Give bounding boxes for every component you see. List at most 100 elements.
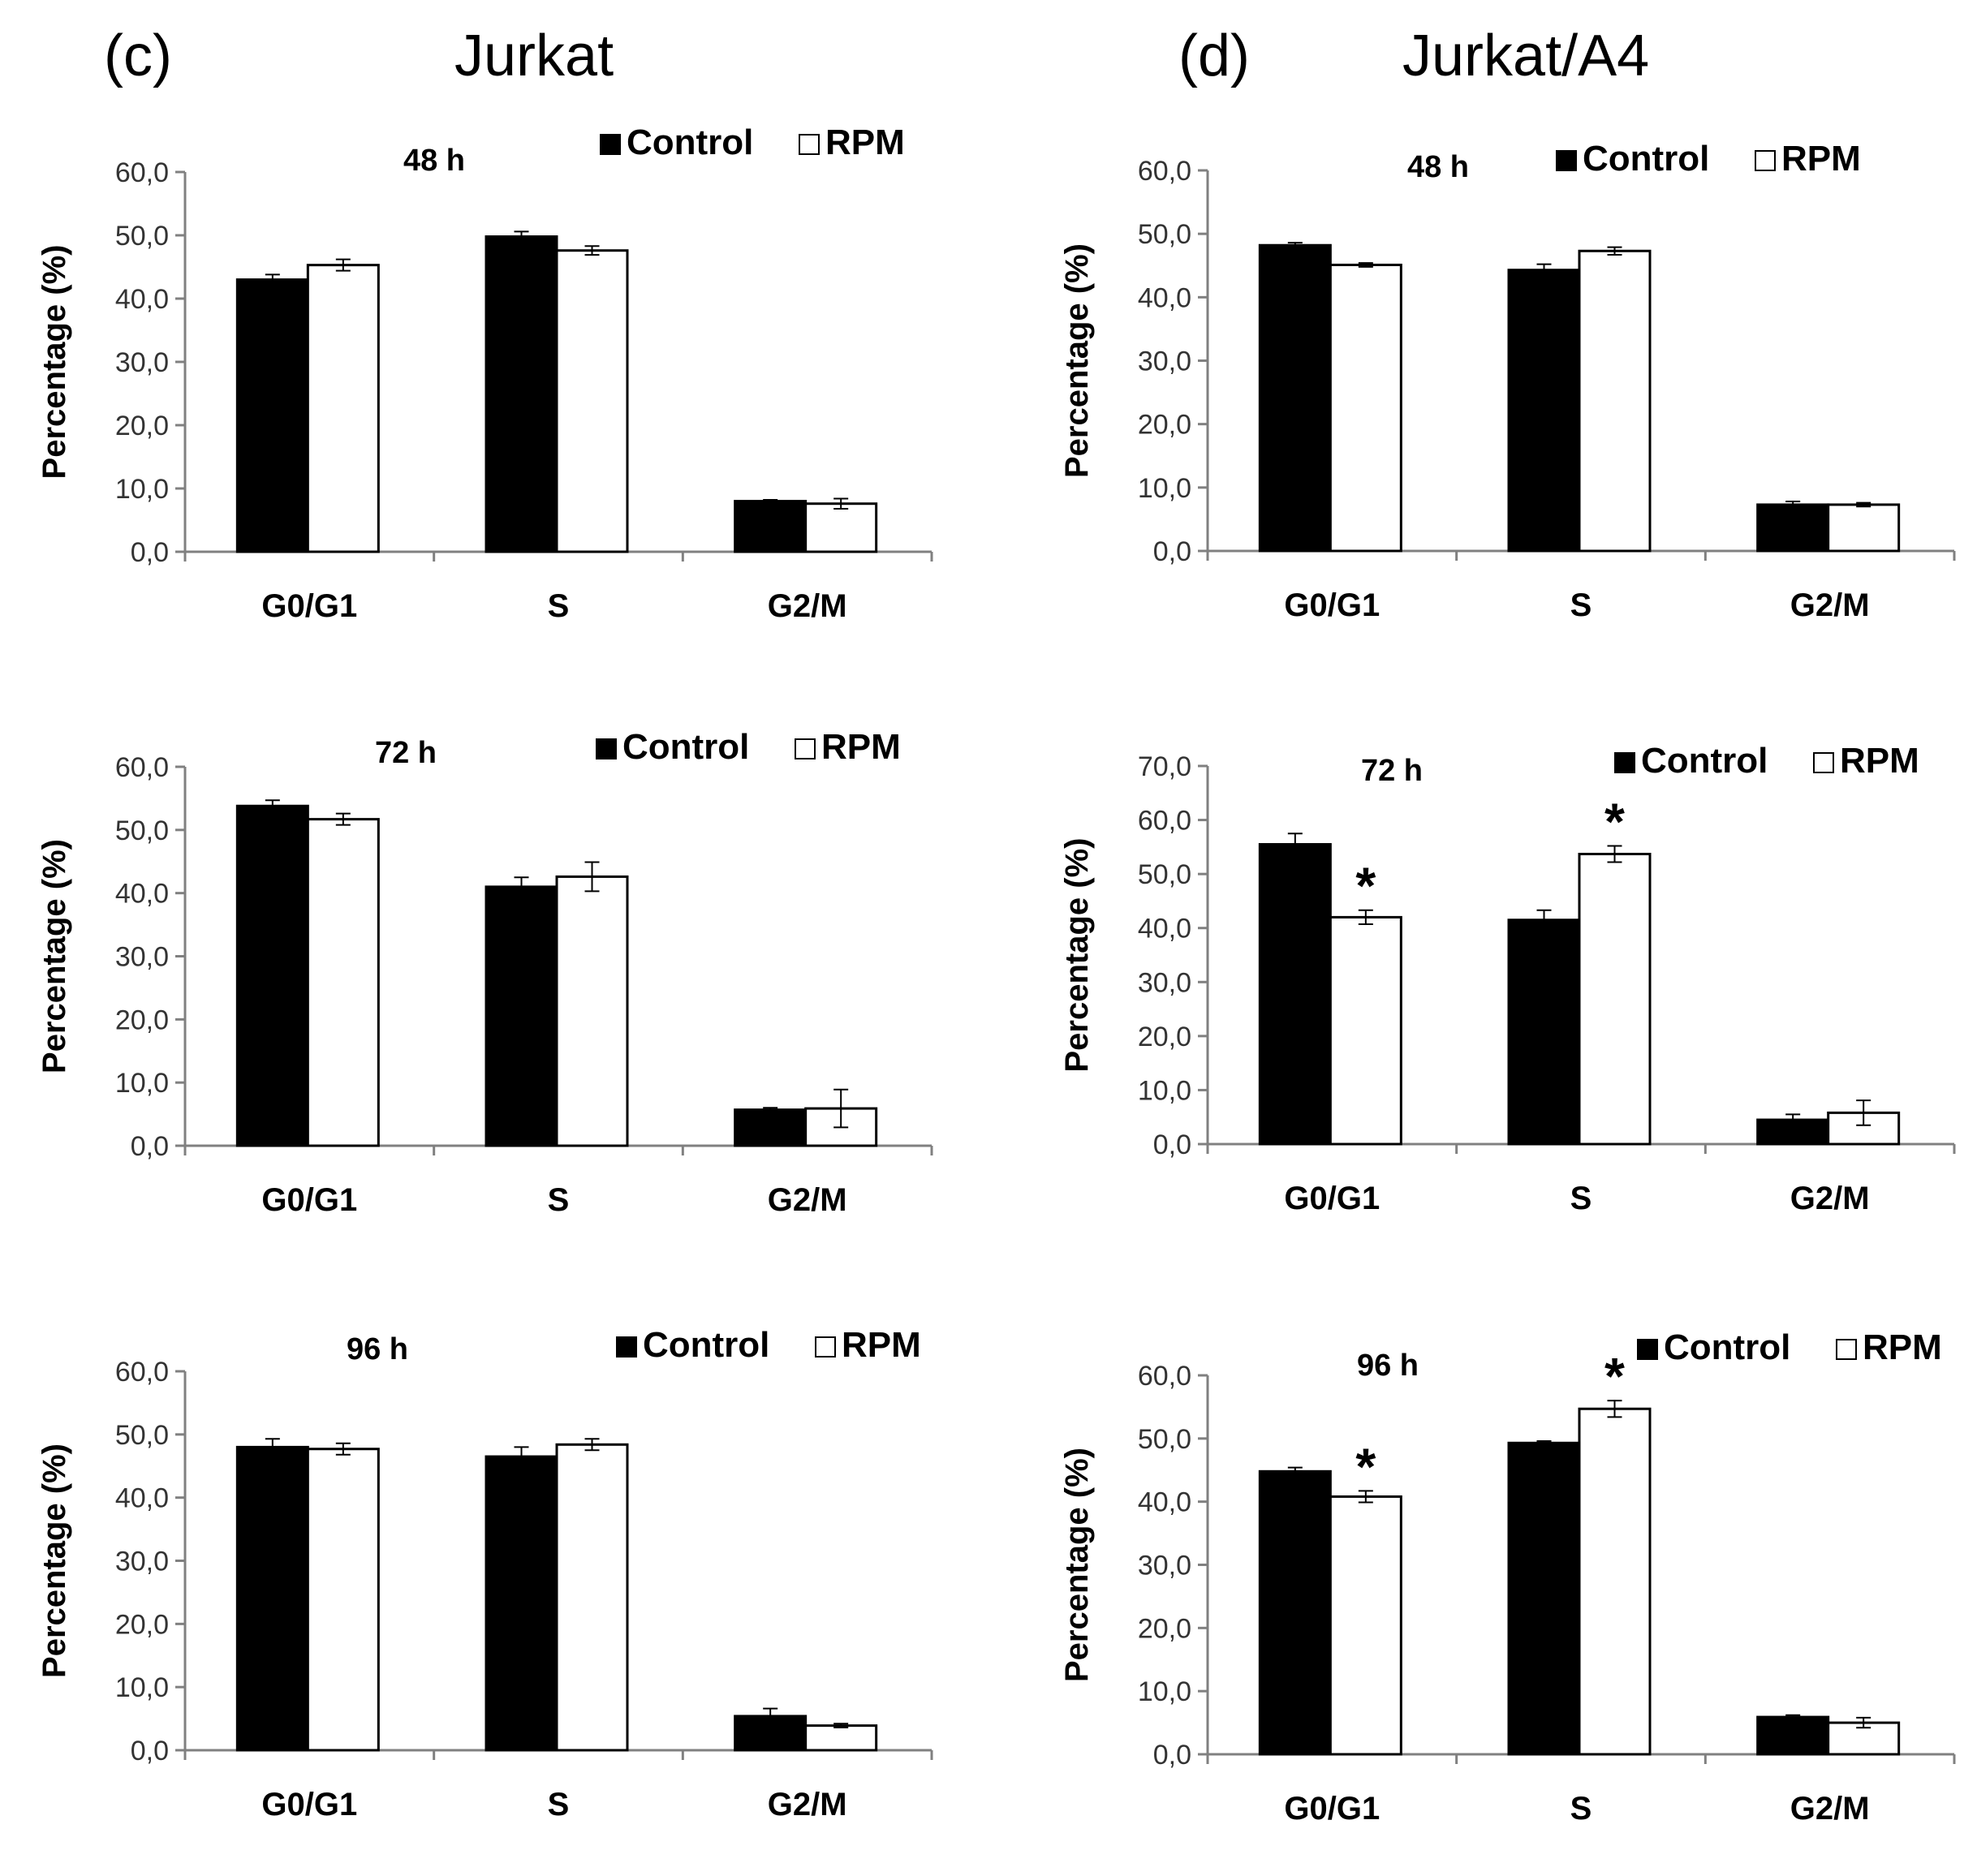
chart-d-2-y-tick-label: 30,0 bbox=[1138, 1551, 1191, 1581]
chart-d-2-bar-rpm bbox=[1329, 1495, 1402, 1756]
chart-c-1-bar-control bbox=[235, 804, 309, 1147]
chart-c-0-bar-control bbox=[485, 235, 558, 553]
chart-d-0-bar-rpm bbox=[1827, 503, 1901, 553]
chart-c-1-bar-control bbox=[485, 885, 558, 1147]
chart-d-1-title: 72 h bbox=[1361, 754, 1423, 788]
panel-label-d: (d) bbox=[1178, 24, 1250, 88]
chart-c-1-legend-swatch-rpm bbox=[795, 738, 816, 759]
chart-d-2-y-tick-label: 20,0 bbox=[1138, 1613, 1191, 1644]
chart-d-1-y-tick-label: 50,0 bbox=[1138, 859, 1191, 890]
chart-c-0-category-label: G2/M bbox=[768, 588, 847, 624]
chart-d-0-title: 48 h bbox=[1407, 150, 1469, 184]
chart-c-0-bar-rpm bbox=[555, 249, 629, 553]
chart-c-1-y-tick-label: 0,0 bbox=[131, 1131, 169, 1162]
chart-d-1-y-tick-label: 10,0 bbox=[1138, 1075, 1191, 1106]
chart-d-2-legend-swatch-rpm bbox=[1836, 1339, 1857, 1360]
chart-c-2-y-tick-label: 0,0 bbox=[131, 1736, 169, 1766]
chart-c-2-y-tick-label: 60,0 bbox=[115, 1357, 169, 1388]
chart-d-1-legend-label-control: Control bbox=[1641, 741, 1768, 781]
chart-d-0-y-tick-label: 60,0 bbox=[1138, 156, 1191, 187]
chart-c-2-y-tick-label: 10,0 bbox=[115, 1672, 169, 1703]
chart-c-2-category-label: G0/G1 bbox=[261, 1787, 357, 1822]
chart-d-1-category-label: G0/G1 bbox=[1284, 1181, 1380, 1216]
chart-d-2-legend-swatch-control bbox=[1637, 1339, 1658, 1360]
chart-d-2-y-label: Percentage (%) bbox=[1059, 1448, 1095, 1682]
chart-d-1-y-tick-label: 20,0 bbox=[1138, 1022, 1191, 1052]
chart-c-2-legend-swatch-control bbox=[616, 1336, 637, 1358]
chart-c-1-legend-swatch-control bbox=[596, 738, 617, 759]
chart-d-2-legend-label-rpm: RPM bbox=[1863, 1327, 1942, 1367]
chart-d-0-y-label: Percentage (%) bbox=[1059, 243, 1095, 478]
chart-d-2-bar-control bbox=[1507, 1441, 1581, 1756]
chart-d-0-bar-control bbox=[1756, 503, 1830, 553]
chart-c-2-y-label: Percentage (%) bbox=[37, 1444, 72, 1678]
chart-d-1-bar-rpm bbox=[1578, 853, 1652, 1146]
chart-c-0-y-tick-label: 20,0 bbox=[115, 411, 169, 441]
chart-c-2-y-tick-label: 30,0 bbox=[115, 1547, 169, 1577]
chart-c-1-category-label: S bbox=[548, 1182, 570, 1218]
chart-c-1-title: 72 h bbox=[375, 736, 437, 770]
chart-c-2-legend-label-rpm: RPM bbox=[842, 1325, 921, 1365]
chart-d-1-y-tick-label: 30,0 bbox=[1138, 967, 1191, 998]
chart-c-2-y-tick-label: 20,0 bbox=[115, 1609, 169, 1640]
chart-d-1-y-tick-label: 40,0 bbox=[1138, 914, 1191, 944]
panel-title-jurkat: Jurkat bbox=[454, 24, 614, 88]
chart-c-2-legend-label-control: Control bbox=[643, 1325, 769, 1365]
chart-c-2-category-label: G2/M bbox=[768, 1787, 847, 1822]
chart-c-0-category-label: G0/G1 bbox=[261, 588, 357, 624]
chart-d-2-category-label: G2/M bbox=[1790, 1791, 1870, 1827]
chart-c-1-y-label: Percentage (%) bbox=[37, 839, 72, 1074]
chart-c-2-bar-rpm bbox=[555, 1443, 629, 1752]
chart-c-0-y-label: Percentage (%) bbox=[37, 245, 72, 480]
chart-c-2-legend-swatch-rpm bbox=[815, 1336, 836, 1358]
chart-d-1-category-label: G2/M bbox=[1790, 1181, 1870, 1216]
chart-c-2-y-tick-label: 50,0 bbox=[115, 1420, 169, 1451]
panel-title-jurkat-a4: Jurkat/A4 bbox=[1402, 24, 1650, 88]
chart-d-0-legend-label-control: Control bbox=[1583, 139, 1709, 179]
chart-c-1-y-tick-label: 50,0 bbox=[115, 815, 169, 846]
chart-c-0-bar-rpm bbox=[804, 502, 878, 553]
chart-d-0-y-tick-label: 40,0 bbox=[1138, 282, 1191, 313]
chart-c-1-category-label: G0/G1 bbox=[261, 1182, 357, 1218]
chart-d-2-significance-mark: * bbox=[1355, 1437, 1376, 1495]
chart-c-0-title: 48 h bbox=[403, 144, 465, 178]
chart-c-0-y-tick-label: 60,0 bbox=[115, 157, 169, 188]
chart-d-1-bar-rpm bbox=[1329, 915, 1402, 1146]
chart-c-0-category-label: S bbox=[548, 588, 570, 624]
chart-d-0-y-tick-label: 10,0 bbox=[1138, 473, 1191, 504]
chart-d-1-legend-swatch-control bbox=[1614, 752, 1635, 773]
chart-c-0-y-tick-label: 10,0 bbox=[115, 474, 169, 505]
chart-d-0-category-label: G2/M bbox=[1790, 587, 1870, 623]
chart-d-0-y-tick-label: 50,0 bbox=[1138, 219, 1191, 250]
chart-d-0-category-label: G0/G1 bbox=[1284, 587, 1380, 623]
chart-c-1-y-tick-label: 60,0 bbox=[115, 752, 169, 783]
chart-d-1-significance-mark: * bbox=[1604, 793, 1625, 851]
chart-c-2-bar-rpm bbox=[804, 1724, 878, 1752]
chart-c-0-legend-label-rpm: RPM bbox=[825, 123, 905, 162]
chart-d-1-bar-control bbox=[1507, 919, 1581, 1146]
chart-d-2-y-tick-label: 0,0 bbox=[1153, 1740, 1191, 1771]
panel-label-c: (c) bbox=[104, 24, 172, 88]
chart-c-1-category-label: G2/M bbox=[768, 1182, 847, 1218]
chart-c-2-bar-rpm bbox=[306, 1448, 380, 1752]
chart-d-1-bar-control bbox=[1258, 843, 1332, 1146]
chart-c-2-title: 96 h bbox=[347, 1332, 408, 1366]
chart-d-0-bar-rpm bbox=[1329, 263, 1402, 553]
chart-d-0-y-tick-label: 20,0 bbox=[1138, 410, 1191, 441]
chart-c-0-y-tick-label: 0,0 bbox=[131, 537, 169, 568]
chart-d-2-bar-control bbox=[1756, 1715, 1830, 1756]
chart-d-0-y-tick-label: 0,0 bbox=[1153, 536, 1191, 567]
chart-c-1-bar-rpm bbox=[306, 818, 380, 1147]
chart-d-2-y-tick-label: 40,0 bbox=[1138, 1487, 1191, 1518]
chart-c-0-legend-swatch-rpm bbox=[799, 134, 820, 155]
chart-c-1-y-tick-label: 10,0 bbox=[115, 1068, 169, 1099]
chart-d-0-category-label: S bbox=[1570, 587, 1592, 623]
chart-c-2-category-label: S bbox=[548, 1787, 570, 1822]
chart-d-0-legend-swatch-control bbox=[1556, 150, 1577, 171]
chart-d-1-y-tick-label: 60,0 bbox=[1138, 806, 1191, 837]
chart-d-1-significance-mark: * bbox=[1355, 857, 1376, 915]
chart-c-2-bar-control bbox=[485, 1455, 558, 1752]
chart-c-0-y-tick-label: 50,0 bbox=[115, 221, 169, 252]
chart-d-2-category-label: G0/G1 bbox=[1284, 1791, 1380, 1827]
